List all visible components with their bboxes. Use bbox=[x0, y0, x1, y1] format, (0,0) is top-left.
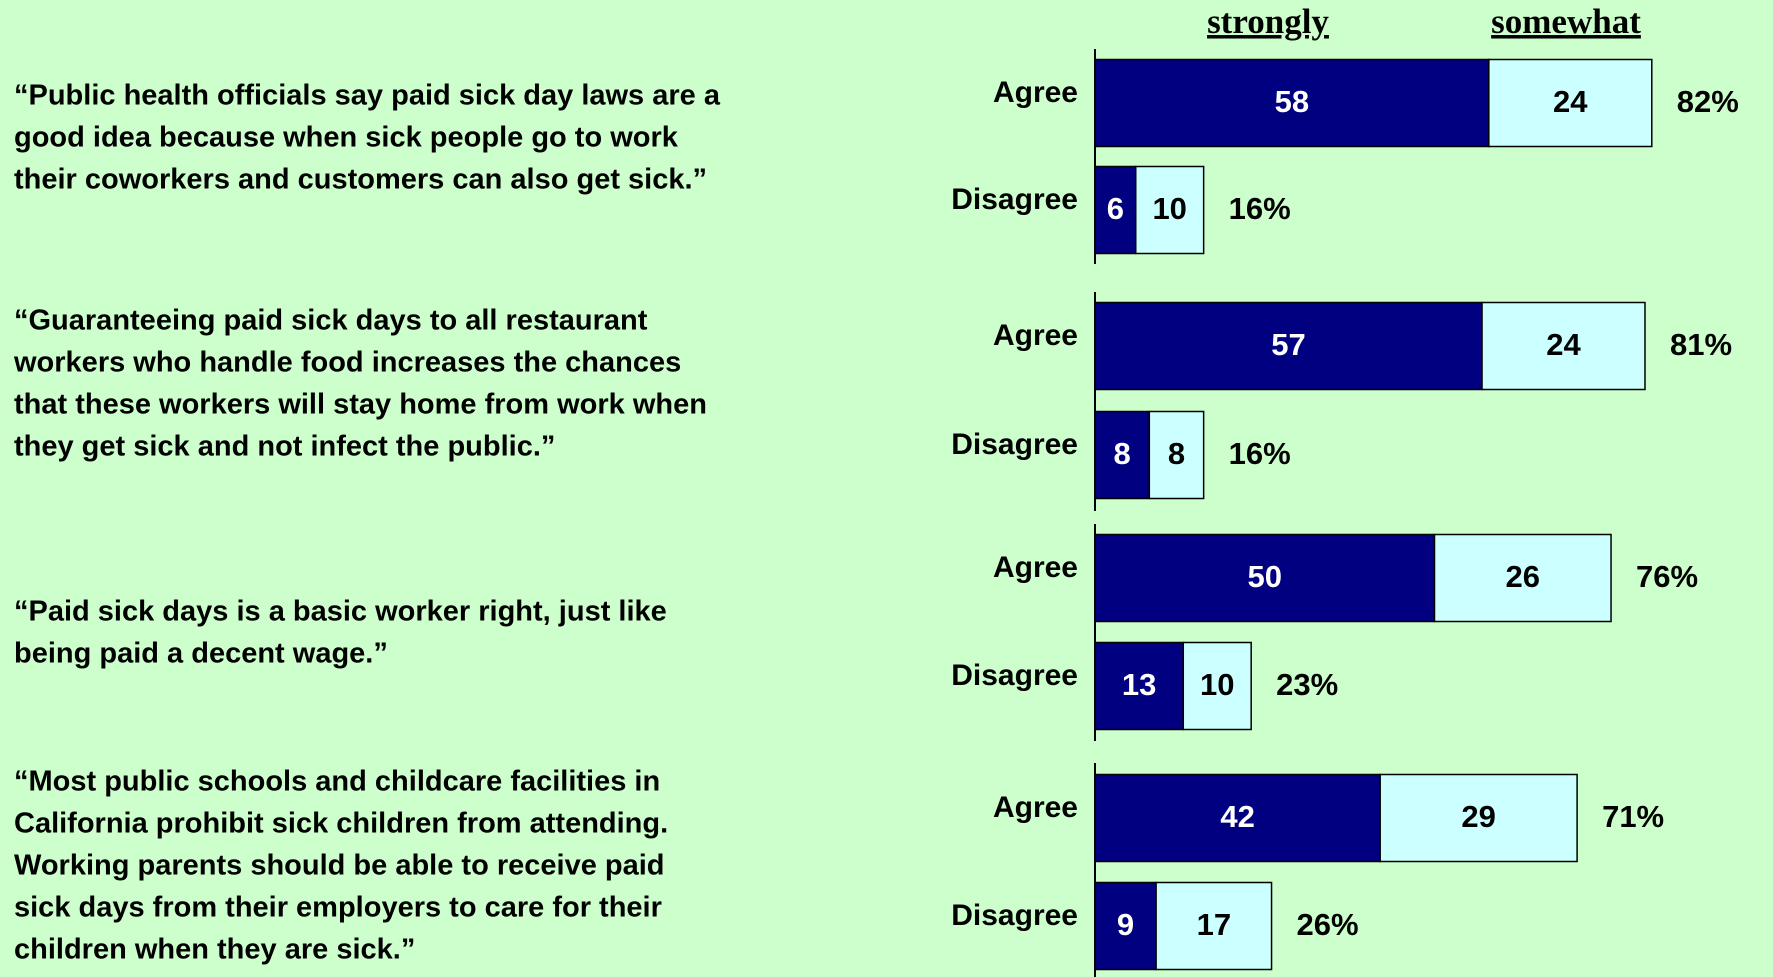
row-label: Disagree bbox=[951, 899, 1078, 932]
bar-segment bbox=[1379, 773, 1578, 863]
statement-line: children when they are sick.” bbox=[14, 934, 415, 966]
value-label: 57 bbox=[1271, 327, 1305, 362]
total-label: 23% bbox=[1276, 667, 1338, 702]
total-label: 26% bbox=[1297, 907, 1359, 942]
bar-segment bbox=[1134, 165, 1205, 255]
value-label: 10 bbox=[1200, 667, 1234, 702]
legend-somewhat: somewhat bbox=[1491, 2, 1641, 41]
statement-line: that these workers will stay home from w… bbox=[14, 389, 707, 421]
value-label: 24 bbox=[1546, 327, 1581, 362]
statement-line: “Public health officials say paid sick d… bbox=[14, 80, 721, 112]
value-label: 42 bbox=[1220, 799, 1254, 834]
statement-line: “Guaranteeing paid sick days to all rest… bbox=[14, 305, 648, 337]
statement-line: “Paid sick days is a basic worker right,… bbox=[14, 596, 667, 628]
value-label: 6 bbox=[1107, 191, 1124, 226]
bar-segment bbox=[1155, 881, 1273, 971]
statement-line: they get sick and not infect the public.… bbox=[14, 431, 555, 463]
total-label: 76% bbox=[1636, 559, 1698, 594]
value-label: 8 bbox=[1168, 436, 1185, 471]
bar-segment bbox=[1094, 773, 1381, 863]
row-label: Agree bbox=[993, 76, 1078, 109]
total-label: 71% bbox=[1602, 799, 1664, 834]
value-label: 13 bbox=[1122, 667, 1156, 702]
total-label: 81% bbox=[1670, 327, 1732, 362]
statement-line: workers who handle food increases the ch… bbox=[13, 347, 681, 379]
value-label: 17 bbox=[1197, 907, 1231, 942]
statement-line: good idea because when sick people go to… bbox=[14, 122, 679, 154]
value-label: 9 bbox=[1117, 907, 1134, 942]
bar-segment bbox=[1182, 641, 1252, 731]
statement-line: California prohibit sick children from a… bbox=[14, 808, 668, 840]
statement-line: Working parents should be able to receiv… bbox=[14, 850, 665, 882]
bar-segment bbox=[1094, 533, 1436, 623]
value-label: 58 bbox=[1275, 84, 1309, 119]
legend-strongly: strongly bbox=[1207, 2, 1329, 41]
value-label: 24 bbox=[1553, 84, 1588, 119]
bar-segment bbox=[1094, 165, 1137, 255]
statement-line: “Most public schools and childcare facil… bbox=[14, 766, 660, 798]
bar-segment bbox=[1094, 58, 1490, 148]
row-label: Agree bbox=[993, 319, 1078, 352]
row-label: Disagree bbox=[951, 183, 1078, 216]
value-label: 8 bbox=[1114, 436, 1131, 471]
total-label: 82% bbox=[1677, 84, 1739, 119]
value-label: 50 bbox=[1248, 559, 1282, 594]
bar-segment bbox=[1488, 58, 1653, 148]
row-label: Disagree bbox=[951, 659, 1078, 692]
row-label: Disagree bbox=[951, 428, 1078, 461]
statement-line: their coworkers and customers can also g… bbox=[14, 164, 707, 196]
value-label: 10 bbox=[1152, 191, 1186, 226]
bar-segment bbox=[1148, 410, 1205, 500]
total-label: 16% bbox=[1229, 436, 1291, 471]
statement-line: being paid a decent wage.” bbox=[14, 638, 388, 670]
bar-segment bbox=[1481, 301, 1646, 391]
row-label: Agree bbox=[993, 551, 1078, 584]
bar-segment bbox=[1094, 641, 1185, 731]
row-label: Agree bbox=[993, 791, 1078, 824]
value-label: 26 bbox=[1506, 559, 1540, 594]
value-label: 29 bbox=[1461, 799, 1495, 834]
total-label: 16% bbox=[1229, 191, 1291, 226]
statement-line: sick days from their employers to care f… bbox=[14, 892, 662, 924]
bar-segment bbox=[1433, 533, 1612, 623]
